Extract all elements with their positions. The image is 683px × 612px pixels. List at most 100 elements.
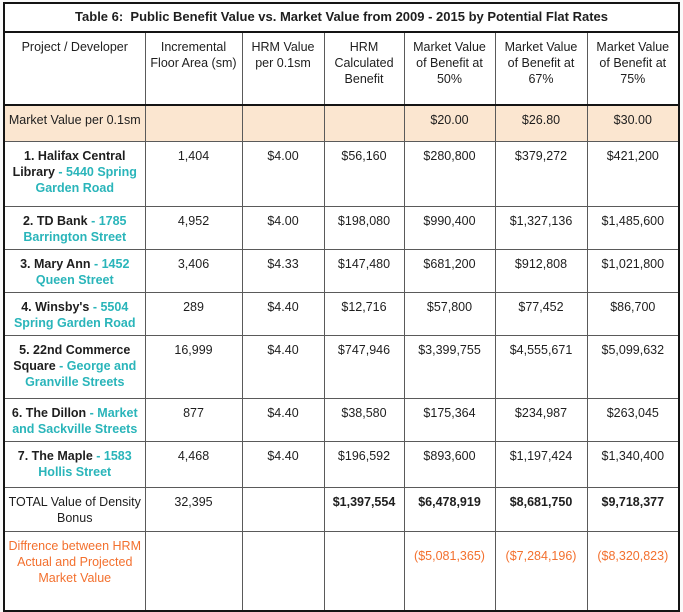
hrm-value-cell: $4.00 xyxy=(241,206,325,251)
floor-area-cell: 4,468 xyxy=(144,441,243,489)
project-name: 2. TD Bank xyxy=(22,214,92,229)
benefit-67-cell: $4,555,671 xyxy=(494,335,588,400)
empty-cell xyxy=(323,531,405,612)
column-header-market-value-67: Market Value of Benefit at 67% xyxy=(494,31,588,106)
project-address: - 5504 Spring Garden Road xyxy=(13,300,136,331)
empty-cell xyxy=(144,531,243,612)
difference-benefit-75: ($8,320,823) xyxy=(586,531,680,612)
benefit-67-cell: $912,808 xyxy=(494,249,588,294)
project-cell: 7. The Maple - 1583 Hollis Street xyxy=(3,441,146,489)
market-value-per-75: $30.00 xyxy=(586,104,680,143)
total-calculated-benefit: $1,397,554 xyxy=(323,487,405,533)
market-value-per-label: Market Value per 0.1sm xyxy=(3,104,146,143)
hrm-value-cell: $4.40 xyxy=(241,398,325,443)
benefit-50-cell: $175,364 xyxy=(403,398,496,443)
table-row: 2. TD Bank - 1785 Barrington Street 4,95… xyxy=(3,206,680,251)
total-benefit-50: $6,478,919 xyxy=(403,487,496,533)
project-cell: 3. Mary Ann - 1452 Queen Street xyxy=(3,249,146,294)
benefit-value-table-container: Table 6: Public Benefit Value vs. Market… xyxy=(3,2,681,612)
table-row: 1. Halifax Central Library - 5440 Spring… xyxy=(3,141,680,208)
project-cell: 6. The Dillon - Market and Sackville Str… xyxy=(3,398,146,443)
table-title-row: Table 6: Public Benefit Value vs. Market… xyxy=(3,2,680,33)
empty-cell xyxy=(144,104,243,143)
benefit-75-cell: $5,099,632 xyxy=(586,335,680,400)
total-benefit-67: $8,681,750 xyxy=(494,487,588,533)
project-address: - 5440 Spring Garden Road xyxy=(35,165,137,196)
total-benefit-75: $9,718,377 xyxy=(586,487,680,533)
floor-area-cell: 16,999 xyxy=(144,335,243,400)
column-header-hrm-value: HRM Value per 0.1sm xyxy=(241,31,325,106)
benefit-75-cell: $86,700 xyxy=(586,292,680,337)
project-address: - Market and Sackville Streets xyxy=(12,406,138,437)
benefit-67-cell: $234,987 xyxy=(494,398,588,443)
column-header-market-value-75: Market Value of Benefit at 75% xyxy=(586,31,680,106)
project-cell: 5. 22nd Commerce Square - George and Gra… xyxy=(3,335,146,400)
difference-benefit-67: ($7,284,196) xyxy=(494,531,588,612)
project-name: 6. The Dillon xyxy=(11,406,90,421)
total-floor-area: 32,395 xyxy=(144,487,243,533)
difference-row: Diffrence between HRM Actual and Project… xyxy=(3,531,680,612)
benefit-75-cell: $1,021,800 xyxy=(586,249,680,294)
benefit-75-cell: $263,045 xyxy=(586,398,680,443)
project-address: - 1785 Barrington Street xyxy=(23,214,127,245)
column-header-project-developer: Project / Developer xyxy=(3,31,146,106)
calculated-benefit-cell: $38,580 xyxy=(323,398,405,443)
benefit-50-cell: $280,800 xyxy=(403,141,496,208)
hrm-value-cell: $4.40 xyxy=(241,335,325,400)
benefit-75-cell: $1,340,400 xyxy=(586,441,680,489)
hrm-value-cell: $4.40 xyxy=(241,441,325,489)
empty-cell xyxy=(241,104,325,143)
benefit-value-table: Table 6: Public Benefit Value vs. Market… xyxy=(3,2,681,612)
column-header-row: Project / Developer Incremental Floor Ar… xyxy=(3,31,680,106)
floor-area-cell: 3,406 xyxy=(144,249,243,294)
empty-cell xyxy=(241,487,325,533)
project-name: 1. Halifax Central Library xyxy=(12,149,126,180)
hrm-value-cell: $4.00 xyxy=(241,141,325,208)
table-row: 3. Mary Ann - 1452 Queen Street 3,406 $4… xyxy=(3,249,680,294)
benefit-50-cell: $681,200 xyxy=(403,249,496,294)
benefit-75-cell: $421,200 xyxy=(586,141,680,208)
project-address: - 1583 Hollis Street xyxy=(38,449,132,480)
project-name: 3. Mary Ann xyxy=(20,257,94,272)
floor-area-cell: 4,952 xyxy=(144,206,243,251)
column-header-hrm-calculated-benefit: HRM Calculated Benefit xyxy=(323,31,405,106)
market-value-per-row: Market Value per 0.1sm $20.00 $26.80 $30… xyxy=(3,104,680,143)
total-label: TOTAL Value of Density Bonus xyxy=(3,487,146,533)
project-address: - 1452 Queen Street xyxy=(35,257,130,288)
project-name: 4. Winsby's xyxy=(21,300,93,315)
floor-area-cell: 877 xyxy=(144,398,243,443)
benefit-50-cell: $57,800 xyxy=(403,292,496,337)
benefit-67-cell: $77,452 xyxy=(494,292,588,337)
floor-area-cell: 289 xyxy=(144,292,243,337)
difference-benefit-50: ($5,081,365) xyxy=(403,531,496,612)
project-cell: 4. Winsby's - 5504 Spring Garden Road xyxy=(3,292,146,337)
calculated-benefit-cell: $198,080 xyxy=(323,206,405,251)
benefit-67-cell: $1,197,424 xyxy=(494,441,588,489)
benefit-50-cell: $893,600 xyxy=(403,441,496,489)
hrm-value-cell: $4.40 xyxy=(241,292,325,337)
difference-label: Diffrence between HRM Actual and Project… xyxy=(3,531,146,612)
table-title: Table 6: Public Benefit Value vs. Market… xyxy=(3,2,680,33)
hrm-value-cell: $4.33 xyxy=(241,249,325,294)
table-row: 6. The Dillon - Market and Sackville Str… xyxy=(3,398,680,443)
floor-area-cell: 1,404 xyxy=(144,141,243,208)
project-cell: 2. TD Bank - 1785 Barrington Street xyxy=(3,206,146,251)
benefit-75-cell: $1,485,600 xyxy=(586,206,680,251)
calculated-benefit-cell: $56,160 xyxy=(323,141,405,208)
calculated-benefit-cell: $196,592 xyxy=(323,441,405,489)
column-header-market-value-50: Market Value of Benefit at 50% xyxy=(403,31,496,106)
table-row: 4. Winsby's - 5504 Spring Garden Road 28… xyxy=(3,292,680,337)
calculated-benefit-cell: $12,716 xyxy=(323,292,405,337)
market-value-per-67: $26.80 xyxy=(494,104,588,143)
market-value-per-50: $20.00 xyxy=(403,104,496,143)
benefit-67-cell: $1,327,136 xyxy=(494,206,588,251)
empty-cell xyxy=(241,531,325,612)
empty-cell xyxy=(323,104,405,143)
calculated-benefit-cell: $747,946 xyxy=(323,335,405,400)
calculated-benefit-cell: $147,480 xyxy=(323,249,405,294)
total-row: TOTAL Value of Density Bonus 32,395 $1,3… xyxy=(3,487,680,533)
column-header-incremental-floor-area: Incremental Floor Area (sm) xyxy=(144,31,243,106)
project-address: - George and Granville Streets xyxy=(25,359,137,390)
project-name: 7. The Maple xyxy=(17,449,97,464)
table-row: 5. 22nd Commerce Square - George and Gra… xyxy=(3,335,680,400)
